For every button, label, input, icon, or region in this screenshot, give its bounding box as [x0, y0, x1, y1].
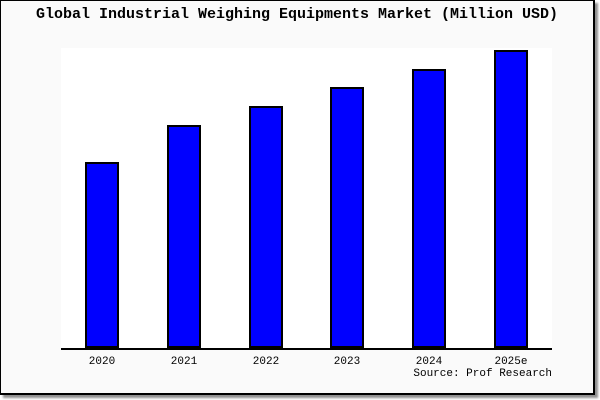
x-tick-label: 2021 [170, 356, 198, 368]
bar-2023 [330, 87, 364, 348]
x-tick-label: 2024 [415, 356, 443, 368]
bar-2021 [167, 125, 201, 348]
bar-2025e [494, 50, 528, 348]
x-axis-labels: 2020 2021 2022 2023 2024 2025e [61, 356, 552, 372]
x-tick-label: 2022 [252, 356, 280, 368]
x-tick-label: 2020 [88, 356, 116, 368]
chart-title: Global Industrial Weighing Equipments Ma… [35, 6, 559, 23]
x-tick-label: 2023 [333, 356, 361, 368]
chart-frame: Global Industrial Weighing Equipments Ma… [0, 0, 595, 395]
bar-2020 [85, 162, 119, 348]
source-note: Source: Prof Research [413, 368, 552, 380]
bar-2022 [249, 106, 283, 348]
plot-area [61, 48, 552, 350]
bar-2024 [412, 69, 446, 348]
x-tick-label: 2025e [494, 356, 528, 368]
